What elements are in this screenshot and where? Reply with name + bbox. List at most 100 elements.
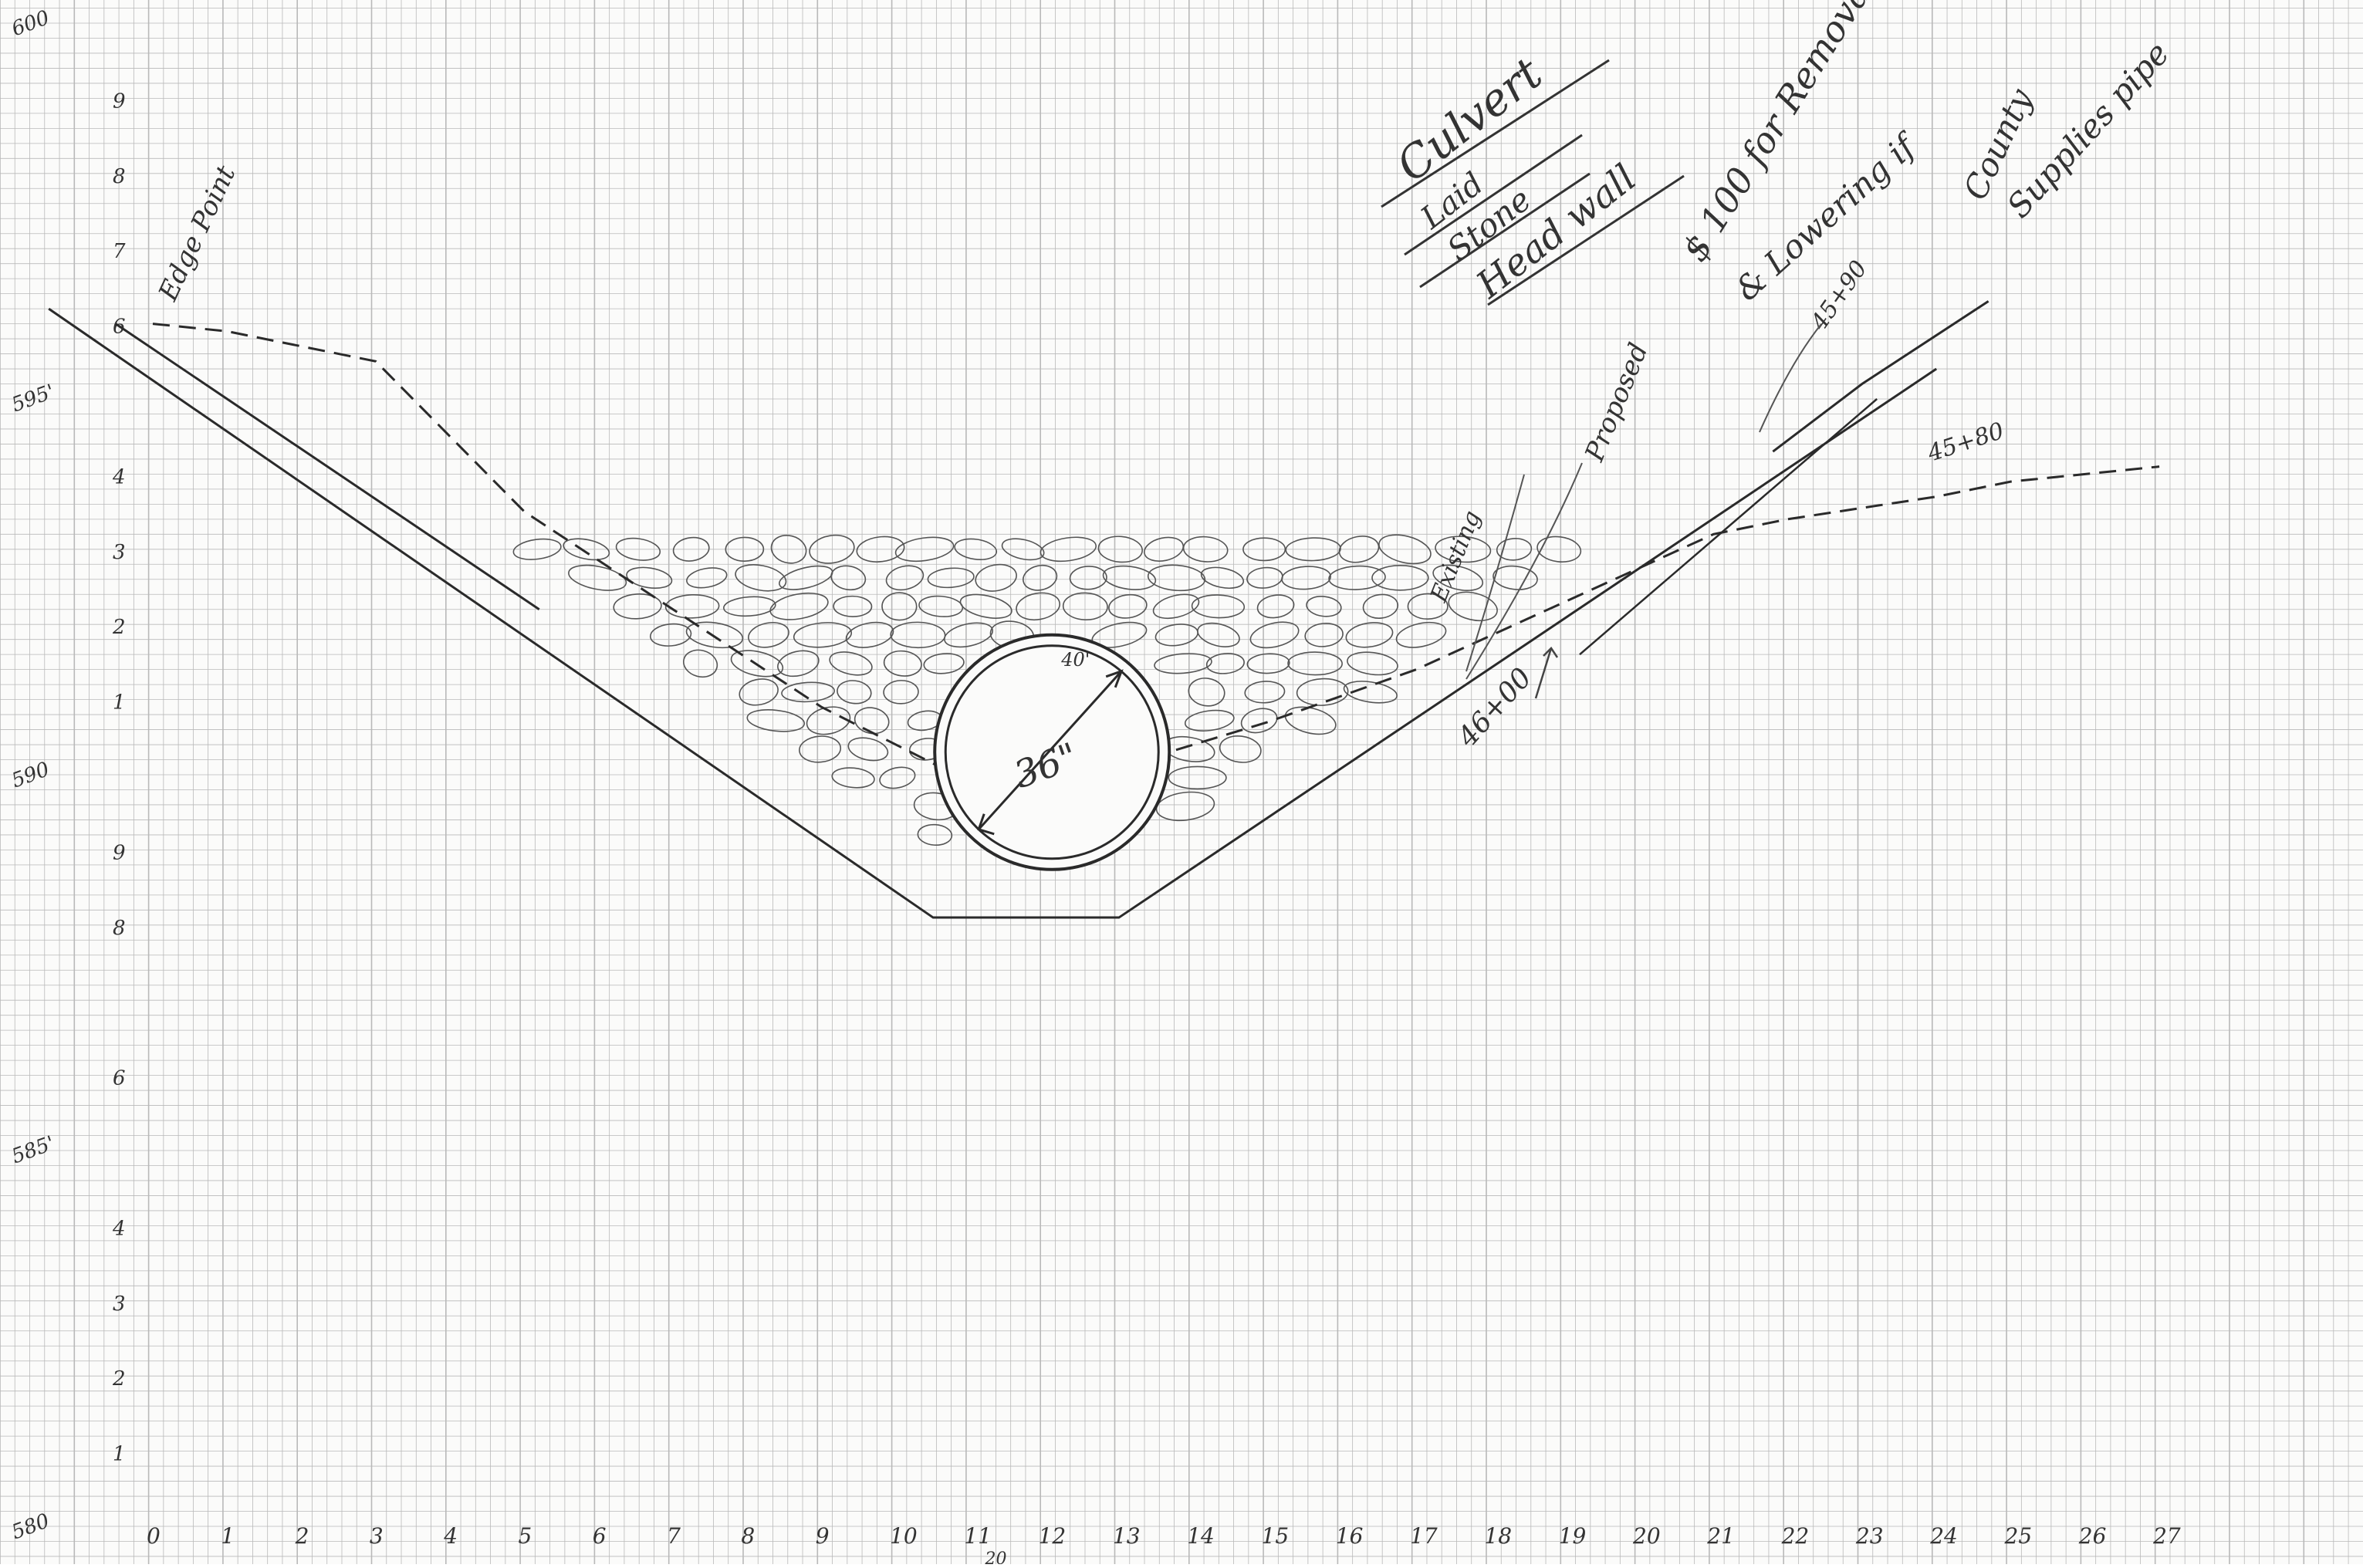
elevation-minor-label: 2 [112,616,126,639]
stone [833,595,873,617]
station-label: 19 [1559,1523,1587,1549]
stone [1496,537,1533,561]
proposed-section-line [48,307,1938,919]
stone [1184,709,1235,732]
elevation-minor-label: 9 [113,841,126,864]
station-label: 14 [1187,1523,1215,1549]
stone [1040,536,1097,563]
stone [1001,538,1045,561]
stone [837,680,872,705]
elevation-minor-label: 8 [113,917,126,940]
stone [1168,765,1227,790]
station-label: 10 [890,1523,918,1549]
station-label: 25 [2004,1523,2033,1549]
supplies-note: Supplies pipe [2000,35,2176,225]
stone [856,536,905,563]
stone [1097,536,1143,563]
stone [512,538,562,560]
station-label: 1 [221,1523,235,1549]
stone [1395,621,1447,648]
station-label: 16 [1336,1523,1364,1549]
stone [927,567,975,589]
head-wall-underline [1487,174,1685,306]
stone [1328,565,1386,590]
station-4590-leader [1759,323,1822,433]
culvert-underline [1381,59,1610,208]
stone [1256,594,1295,619]
cost-note: $ 100 for Removal [1674,0,1885,269]
station-label: 7 [667,1523,681,1549]
stone [881,592,918,621]
elevation-minor-label: 4 [112,465,126,488]
stone [723,596,776,617]
elevation-major-label: 590 [8,758,52,792]
stone [1144,536,1185,562]
stone [1249,621,1300,649]
station-sub-label: 20 [985,1549,1007,1564]
stone [1343,681,1398,704]
stone [1102,565,1157,590]
stone [1536,536,1582,563]
stone [664,593,720,619]
elevation-minor-label: 2 [112,1367,126,1391]
existing-label: Existing [1425,507,1486,607]
station-label: 18 [1484,1523,1512,1549]
stone [1200,566,1245,590]
stone [1246,566,1283,589]
stone [923,653,965,674]
stone [1155,791,1215,822]
pipe-inner-wall [944,644,1160,860]
station-label: 17 [1410,1523,1438,1549]
stone [1371,565,1429,591]
elevation-minor-label: 1 [113,1443,126,1466]
stone [1306,596,1342,617]
stone [1435,536,1492,563]
station-label: 26 [2078,1523,2107,1549]
stone [746,709,806,732]
stone [777,650,820,678]
stone [748,621,789,648]
stone [1347,651,1398,676]
stone [781,681,835,703]
stone [883,680,919,705]
stone [793,622,853,648]
stone [615,537,661,561]
station-label: 23 [1855,1523,1884,1549]
station-4600-label: 46+00 [1452,662,1539,754]
inner-right-slope [1579,398,1878,656]
station-label: 21 [1706,1523,1735,1549]
stone [799,735,842,763]
pipe-dimension-arrow-bottom [977,813,995,836]
stone [1154,623,1198,647]
stone [918,595,964,617]
stone [770,535,807,564]
stone [685,621,744,649]
stone [845,621,894,648]
inner-left-slope [115,323,540,610]
station-4580-label: 45+80 [1924,417,2007,468]
stone [1493,565,1538,590]
stone-underline [1419,172,1591,289]
elevation-minor-label: 3 [113,1293,126,1316]
stone [739,678,779,706]
stone [1154,653,1212,674]
stone [854,707,890,735]
existing-leader [1465,474,1525,672]
elevation-minor-label: 1 [113,691,126,715]
stone [894,536,955,563]
stone [1062,592,1108,621]
stone [1023,564,1058,591]
station-label: 11 [964,1523,992,1549]
stone [686,567,728,589]
stone [735,564,787,592]
station-label: 3 [370,1523,384,1549]
stone [1188,678,1225,707]
stone [1219,735,1262,763]
stone [890,621,946,649]
proposed-offset-line [1772,300,1989,453]
station-4600-arrow [1534,647,1559,699]
stone [1182,536,1229,563]
